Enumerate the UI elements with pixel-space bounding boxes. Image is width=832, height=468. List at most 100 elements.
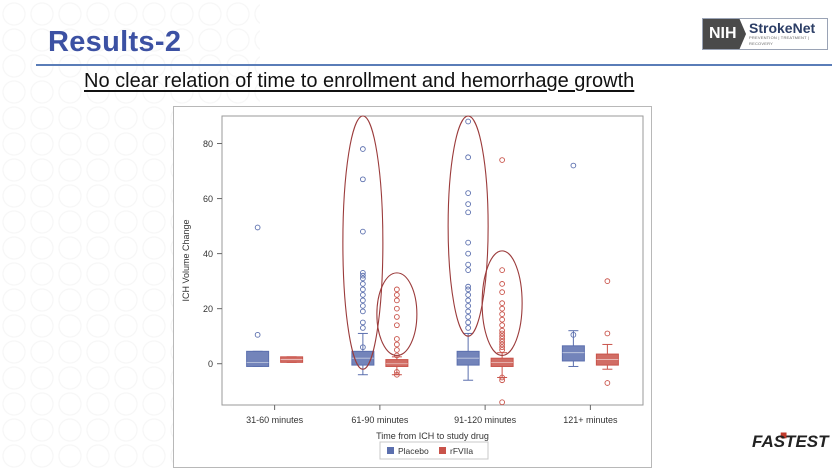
outlier-point (499, 377, 505, 384)
outlier-point (465, 250, 471, 257)
strokenet-logo: NIH StrokeNet PREVENTION | TREATMENT | R… (702, 18, 828, 50)
outlier-point (465, 303, 471, 309)
outlier-point (360, 272, 366, 279)
legend-label: rFVIIa (450, 446, 473, 456)
outlier-point (394, 336, 400, 342)
title-divider (36, 64, 832, 66)
outlier-point (360, 146, 366, 152)
plot-area (221, 115, 644, 406)
outlier-point (360, 275, 366, 282)
y-tick-label: 0 (208, 359, 213, 369)
y-tick-label: 40 (203, 249, 213, 259)
outlier-point (465, 297, 471, 304)
outlier-point (465, 201, 471, 207)
outlier-point (360, 176, 366, 183)
outlier-point (499, 341, 505, 348)
outlier-point (499, 305, 505, 312)
outlier-point (360, 281, 366, 287)
y-tick-label: 60 (203, 194, 213, 204)
outlier-point (465, 319, 471, 326)
legend-label: Placebo (398, 446, 429, 456)
outlier-point (394, 322, 400, 329)
outlier-point (394, 305, 400, 312)
highlight-ellipse (342, 115, 384, 370)
outlier-point (394, 286, 400, 293)
y-tick-label: 20 (203, 304, 213, 314)
chart-svg: 0 20 40 60 80 31-60 minutes 61-90 minutes 91-12… (181, 115, 644, 460)
outlier-point (499, 399, 505, 406)
y-tick-label: 80 (203, 139, 213, 149)
outlier-point (499, 281, 505, 287)
outlier-point (254, 224, 261, 231)
outlier-point (394, 341, 400, 348)
ambulance-icon: ■ (780, 428, 788, 442)
outlier-point (499, 338, 505, 345)
outlier-point (499, 344, 505, 351)
logo-tagline: PREVENTION | TREATMENT | RECOVERY (749, 35, 810, 46)
outlier-point (499, 157, 505, 163)
highlight-ellipse (447, 115, 489, 337)
outlier-point (499, 300, 505, 307)
outlier-point (499, 336, 505, 342)
outlier-point (604, 330, 611, 337)
logo-name: StrokeNet (749, 20, 816, 36)
x-tick-label: 91-120 minutes (454, 415, 517, 425)
outlier-point (360, 270, 366, 276)
outlier-point (465, 286, 471, 293)
outlier-point (465, 314, 471, 320)
outlier-point (570, 331, 577, 338)
x-tick-label: 61-90 minutes (351, 415, 409, 425)
outlier-point (360, 297, 366, 304)
outlier-point (360, 325, 366, 331)
box-plot-chart: 0 20 40 60 80 31-60 minutes 61-90 minutes 91-12… (173, 106, 652, 468)
outlier-point (360, 292, 366, 298)
highlight-ellipse (376, 272, 418, 357)
outlier-point (394, 292, 400, 298)
outlier-point (360, 308, 366, 315)
box (246, 350, 270, 367)
outlier-point (465, 261, 471, 268)
outlier-point (254, 331, 261, 338)
box (561, 345, 585, 362)
outlier-point (465, 283, 471, 290)
outlier-point (604, 278, 611, 284)
box (385, 359, 409, 367)
slide-subtitle: No clear relation of time to enrollment … (84, 70, 635, 92)
x-tick-label: 31-60 minutes (246, 415, 304, 425)
outlier-point (394, 371, 400, 378)
legend-swatch (387, 447, 394, 454)
outlier-point (465, 190, 471, 196)
fastest-logo: FASTEST (752, 432, 829, 451)
outlier-point (465, 267, 471, 273)
highlight-ellipse (481, 250, 523, 357)
outlier-point (394, 297, 400, 304)
outlier-point (465, 239, 471, 246)
outlier-point (499, 267, 505, 273)
logo-text: StrokeNet PREVENTION | TREATMENT | RECOV… (746, 19, 827, 49)
legend-swatch (439, 447, 446, 454)
outlier-point (394, 369, 400, 375)
outlier-point (499, 333, 505, 340)
outlier-point (465, 209, 471, 216)
outlier-point (570, 162, 577, 169)
outlier-point (394, 314, 400, 320)
outlier-point (465, 325, 471, 331)
outlier-point (360, 303, 366, 309)
outlier-point (465, 292, 471, 298)
x-tick-label: 121+ minutes (563, 415, 618, 425)
outlier-point (465, 154, 471, 161)
outlier-point (394, 347, 400, 353)
legend-box (379, 441, 489, 460)
y-axis-label: ICH Volume Change (181, 219, 191, 301)
outlier-point (360, 319, 366, 326)
outlier-point (499, 316, 505, 323)
slide-title: Results-2 (48, 26, 182, 58)
outlier-point (499, 311, 505, 318)
outlier-point (499, 289, 505, 296)
x-axis-label: Time from ICH to study drug (376, 431, 489, 441)
outlier-point (360, 344, 366, 351)
outlier-point (465, 308, 471, 315)
outlier-point (360, 286, 366, 293)
nih-logo-mark: NIH (703, 19, 747, 49)
outlier-point (499, 374, 505, 381)
